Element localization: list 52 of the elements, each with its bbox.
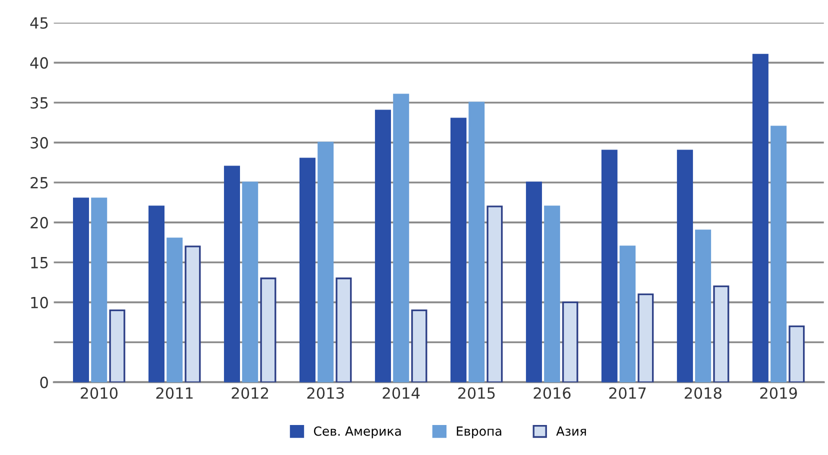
bar — [695, 230, 712, 382]
bar — [393, 94, 410, 382]
y-tick-label: 25 — [30, 176, 48, 189]
bar — [299, 158, 316, 382]
bar — [450, 118, 466, 382]
bar — [788, 325, 805, 382]
bar — [676, 150, 693, 382]
y-tick-label: 35 — [30, 97, 48, 109]
bar — [224, 166, 240, 382]
y-tick-label: 15 — [31, 257, 48, 268]
bar — [770, 126, 787, 382]
legend-label: Азия — [556, 426, 586, 436]
legend-label: Европа — [456, 426, 502, 438]
bar — [562, 301, 578, 382]
bar — [486, 206, 503, 382]
legend-label: Сев. Америка — [314, 426, 401, 438]
x-tick-label: 2018 — [684, 387, 722, 399]
x-tick-label: 2011 — [156, 387, 193, 399]
bar — [148, 206, 164, 382]
bar — [374, 110, 391, 382]
bar — [713, 286, 730, 382]
x-tick-label: 2016 — [534, 387, 571, 399]
bar — [242, 182, 258, 382]
x-tick-label: 2014 — [382, 387, 420, 399]
x-tick-label: 2013 — [307, 387, 344, 399]
bar — [109, 309, 126, 382]
bar — [318, 142, 334, 382]
bar — [468, 102, 485, 382]
bar — [72, 198, 90, 382]
y-tick-label: 40 — [30, 57, 48, 69]
bar — [620, 246, 636, 382]
x-tick-label: 2010 — [80, 387, 118, 399]
y-tick-label: 10 — [31, 296, 48, 308]
bar — [526, 182, 542, 382]
x-tick-label: 2019 — [760, 387, 797, 399]
y-tick-label: 20 — [30, 216, 48, 228]
bar — [91, 198, 108, 382]
bar — [638, 294, 654, 382]
x-tick-label: 2012 — [232, 387, 268, 399]
x-tick-label: 2017 — [609, 387, 646, 399]
bar — [544, 206, 560, 382]
bar — [336, 278, 352, 382]
bar — [260, 278, 276, 382]
y-tick-label: 0 — [40, 376, 48, 388]
bar — [166, 238, 183, 382]
bar — [601, 150, 618, 382]
bar — [184, 246, 201, 382]
bar — [752, 54, 768, 382]
x-tick-label: 2015 — [458, 387, 495, 399]
bar — [411, 309, 428, 382]
y-tick-label: 30 — [30, 137, 48, 149]
y-tick-label: 45 — [30, 17, 48, 29]
